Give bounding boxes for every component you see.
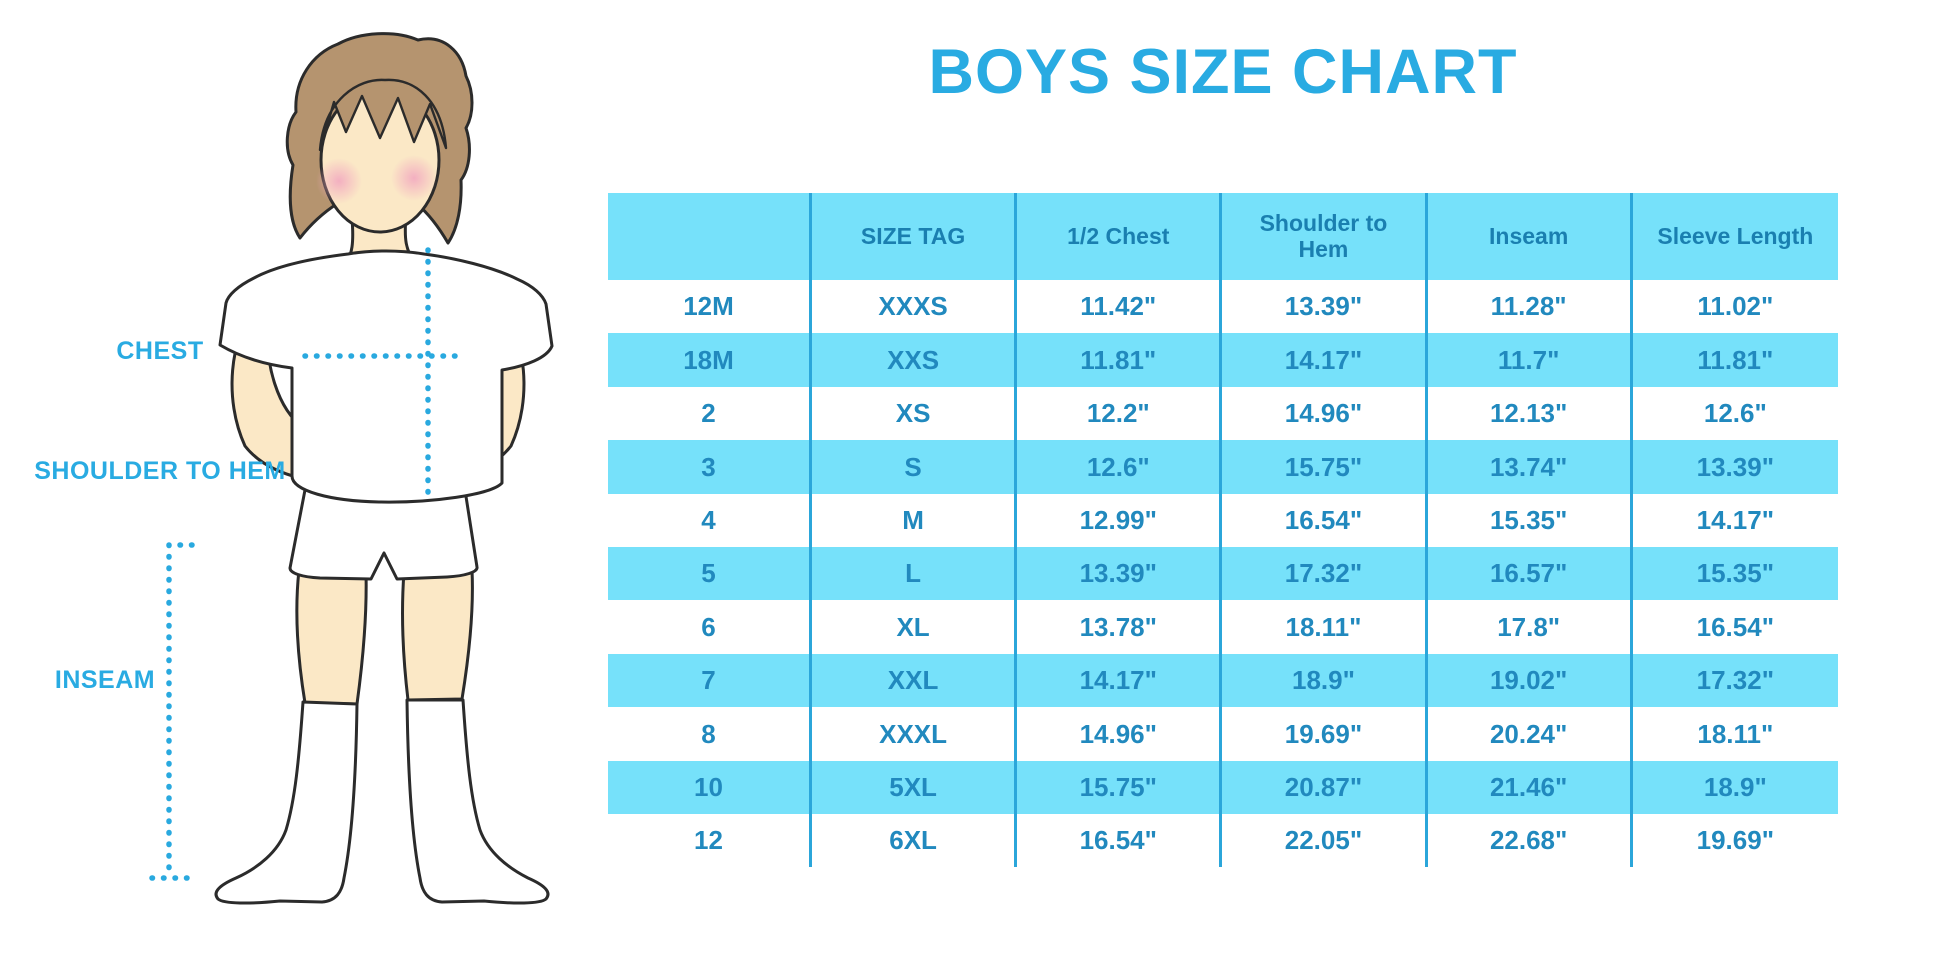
table-cell: 15.35": [1428, 493, 1633, 547]
table-cell: S: [812, 440, 1018, 494]
inseam-label: INSEAM: [54, 666, 156, 694]
boy-illustration: [149, 32, 554, 905]
table-cell: 14.17": [1222, 333, 1428, 387]
table-cell: XXXL: [812, 707, 1018, 761]
table-cell: 19.69": [1696, 825, 1775, 856]
column-header: Shoulder to Hem: [1222, 193, 1428, 280]
table-cell: 16.54": [1017, 813, 1223, 868]
row-size-label: 5: [608, 546, 812, 601]
table-cell: 13.39": [1222, 280, 1428, 334]
table-cell: 17.8": [1428, 600, 1633, 654]
boy-hair-fringe: [318, 78, 448, 152]
row-size-label: 4: [608, 493, 812, 547]
table-cell: 21.46": [1427, 760, 1633, 814]
row-size-label: 12: [608, 813, 812, 868]
boy-left-leg: [295, 568, 368, 706]
table-cell: 19.69": [1222, 707, 1428, 761]
column-header: 1/2 Chest: [1017, 193, 1223, 280]
row-size-label: 2: [608, 386, 812, 441]
table-cell: 6XL: [812, 813, 1018, 868]
table-cell: 12.99": [1017, 493, 1223, 547]
table-cell: 18.9": [1222, 653, 1428, 708]
shoulder-to-hem-label: SHOULDER TO HEM: [34, 457, 286, 485]
table-cell: 14.96": [1222, 386, 1428, 441]
table-cell: 13.74": [1427, 440, 1633, 494]
table-cell: 14.96": [1017, 707, 1223, 761]
boy-cheek-right: [391, 155, 437, 201]
table-cell: M: [812, 493, 1018, 547]
table-cell: 12.13": [1428, 386, 1633, 441]
boy-right-leg: [401, 568, 474, 702]
boy-left-sock: [214, 700, 359, 905]
table-cell: 11.02": [1697, 291, 1774, 322]
table-cell: 19.02": [1427, 653, 1633, 708]
table-cell: 18.11": [1697, 718, 1774, 749]
table-cell: 22.68": [1428, 813, 1633, 868]
table-cell: 18.11": [1222, 600, 1428, 654]
table-cell: 17.32": [1222, 546, 1428, 601]
table-cell: 13.39": [1017, 546, 1223, 601]
table-cell: XL: [812, 600, 1018, 654]
table-cell: 16.54": [1222, 493, 1428, 547]
table-cell: 14.17": [1017, 653, 1223, 708]
row-size-label: 3: [608, 440, 812, 494]
table-cell: XS: [812, 386, 1018, 441]
table-cell: 15.75": [1222, 440, 1428, 494]
row-size-label: 7: [608, 653, 812, 708]
table-cell: 13.39": [1632, 440, 1838, 494]
table-cell: 11.81": [1017, 333, 1223, 387]
table-cell: L: [812, 546, 1018, 601]
table-cell: 20.87": [1222, 760, 1428, 814]
table-cell: 12.6": [1017, 440, 1223, 494]
table-cell: 15.35": [1632, 546, 1838, 601]
table-cell: 5XL: [812, 760, 1018, 814]
table-cell: 11.81": [1632, 333, 1838, 387]
column-header: [608, 193, 812, 280]
inseam-dotted-line: [149, 542, 195, 881]
table-cell: 20.24": [1428, 707, 1633, 761]
table-cell: 11.7": [1427, 333, 1633, 387]
table-cell: 16.57": [1427, 546, 1633, 601]
column-header: SIZE TAG: [812, 193, 1018, 280]
table-cell: XXXS: [812, 280, 1018, 334]
chest-label: CHEST: [116, 337, 204, 365]
table-cell: 17.32": [1632, 653, 1838, 708]
table-cell: 16.54": [1696, 611, 1775, 642]
table-cell: 13.78": [1017, 600, 1223, 654]
table-cell: 15.75": [1017, 760, 1223, 814]
table-cell: 12.2": [1017, 386, 1223, 441]
column-header: Inseam: [1427, 193, 1633, 280]
size-table: SIZE TAG 1/2 Chest Shoulder to Hem Inseam Sl…: [608, 193, 1838, 868]
boy-shorts: [288, 488, 479, 581]
row-size-label: 8: [608, 707, 812, 761]
column-header: Sleeve Length: [1632, 193, 1838, 280]
table-cell: 22.05": [1222, 813, 1428, 868]
table-cell: 12.6": [1703, 398, 1767, 429]
table-cell: 11.28": [1428, 280, 1633, 334]
table-cell: XXL: [812, 653, 1018, 708]
boy-right-sock: [405, 698, 550, 905]
table-cell: 18.9": [1632, 760, 1838, 814]
row-size-label: 18M: [608, 333, 812, 387]
table-cell: 11.42": [1017, 280, 1223, 334]
row-size-label: 10: [608, 760, 812, 814]
row-size-label: 12M: [608, 280, 812, 334]
row-size-label: 6: [608, 600, 812, 654]
table-cell: XXS: [812, 333, 1018, 387]
boy-cheek-left: [316, 158, 362, 204]
page-title: BOYS SIZE CHART: [928, 37, 1518, 107]
table-cell: 14.17": [1696, 504, 1775, 535]
boy-shirt: [218, 249, 554, 504]
